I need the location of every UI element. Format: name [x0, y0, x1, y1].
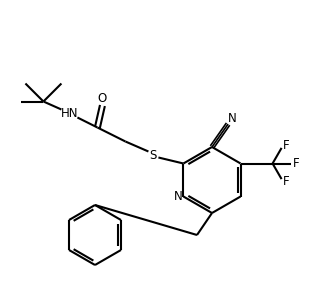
Text: F: F	[293, 157, 300, 170]
Text: F: F	[283, 175, 290, 188]
Text: N: N	[228, 112, 237, 125]
Text: F: F	[283, 139, 290, 153]
Text: HN: HN	[61, 107, 78, 120]
Text: O: O	[98, 92, 107, 105]
Text: S: S	[150, 149, 157, 162]
Text: N: N	[174, 190, 183, 203]
